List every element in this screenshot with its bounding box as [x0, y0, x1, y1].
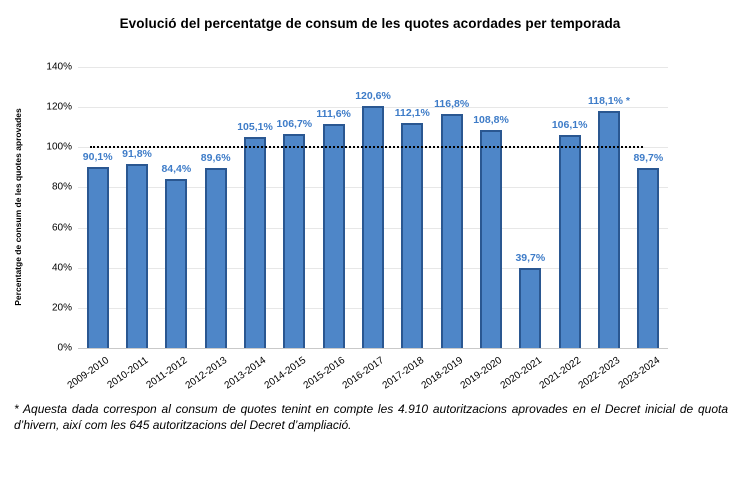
bar-value-label-2019-2020: 108,8% [473, 113, 509, 126]
x-tick-label-2018-2019: 2018-2019 [419, 355, 465, 392]
x-tick-label-2013-2014: 2013-2014 [222, 355, 269, 392]
x-tick-label-2017-2018: 2017-2018 [380, 355, 426, 392]
bar-2018-2019 [440, 113, 463, 348]
bar-2022-2023 [598, 110, 620, 348]
bar-2016-2017 [362, 105, 384, 348]
y-tick-label-80: 80% [51, 181, 72, 193]
bar-2009-2010 [86, 167, 109, 348]
reference-line-100pct [90, 146, 643, 149]
y-tick-label-120: 120% [46, 101, 72, 113]
bar-2011-2012 [165, 178, 188, 348]
x-tick-label-2022-2023: 2022-2023 [576, 355, 623, 392]
y-tick-label-100: 100% [46, 141, 72, 153]
x-tick-label-2016-2017: 2016-2017 [340, 355, 387, 392]
y-tick-label-40: 40% [51, 262, 72, 274]
x-tick-label-2021-2022: 2021-2022 [537, 355, 583, 392]
x-tick-label-2020-2021: 2020-2021 [498, 355, 544, 392]
bar-value-label-2023-2024: 89,7% [633, 151, 664, 164]
bar-2013-2014 [244, 137, 266, 348]
bar-value-label-2013-2014: 105,1% [237, 121, 273, 134]
chart-title: Evolució del percentatge de consum de le… [119, 16, 621, 31]
bar-value-label-2017-2018: 112,1% [394, 106, 430, 119]
y-tick-label-140: 140% [46, 61, 72, 73]
x-tick-label-2012-2013: 2012-2013 [183, 355, 229, 392]
bar-2021-2022 [558, 135, 581, 348]
y-tick-label-20: 20% [51, 302, 72, 314]
bar-2023-2024 [637, 167, 660, 348]
bar-value-label-2010-2011: 91,8% [122, 147, 152, 160]
bar-value-label-2015-2016: 111,6% [316, 108, 351, 120]
bar-2010-2011 [126, 163, 148, 348]
y-tick-label-0: 0% [57, 342, 72, 354]
bar-value-label-2021-2022: 106,1% [551, 119, 588, 132]
y-axis-title: Percentatge de consum de les quotes apro… [13, 108, 23, 306]
x-tick-label-2011-2012: 2011-2012 [144, 355, 190, 392]
bar-2020-2021 [519, 268, 542, 348]
bar-value-label-2011-2012: 84,4% [161, 162, 192, 175]
bar-value-label-2012-2013: 89,6% [200, 152, 231, 165]
x-tick-label-2015-2016: 2015-2016 [301, 355, 347, 392]
x-tick-label-2023-2024: 2023-2024 [616, 355, 662, 392]
x-tick-label-2009-2010: 2009-2010 [65, 355, 111, 392]
x-tick-label-2019-2020: 2019-2020 [458, 355, 505, 392]
bar-2015-2016 [322, 124, 345, 348]
x-tick-label-2010-2011: 2010-2011 [105, 355, 151, 392]
bar-2012-2013 [204, 168, 227, 348]
bar-2014-2015 [283, 133, 306, 348]
x-tick-label-2014-2015: 2014-2015 [262, 355, 308, 392]
bar-value-label-2018-2019: 116,8% [434, 97, 470, 110]
bar-value-label-2016-2017: 120,6% [355, 89, 391, 102]
chart-footnote: * Aquesta dada correspon al consum de qu… [14, 402, 728, 432]
gridline-140 [78, 67, 668, 68]
y-tick-label-60: 60% [51, 222, 72, 234]
bar-value-label-2009-2010: 90,1% [82, 151, 113, 164]
bar-2017-2018 [401, 122, 424, 348]
bar-2019-2020 [480, 129, 502, 348]
bar-value-label-2020-2021: 39,7% [515, 252, 546, 265]
bar-value-label-2022-2023: 118,1% * [587, 94, 631, 107]
gridline-0 [78, 348, 668, 349]
bar-value-label-2014-2015: 106,7% [276, 117, 313, 130]
